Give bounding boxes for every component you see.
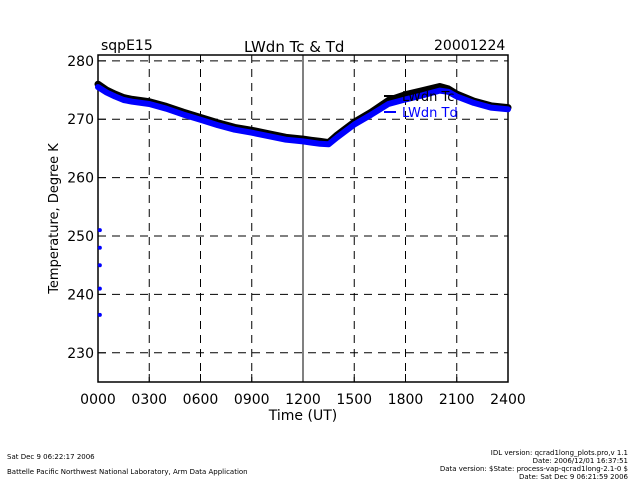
outlier-point — [97, 245, 102, 250]
y-tick-label: 280 — [67, 54, 94, 70]
x-tick-label: 1200 — [285, 392, 321, 408]
x-axis-title: Time (UT) — [268, 408, 337, 424]
outlier-point — [97, 312, 102, 317]
y-tick-label: 230 — [67, 346, 94, 362]
footer-data-date: Date: Sat Dec 9 06:21:59 2006 — [519, 473, 628, 481]
legend-label-td: LWdn Td — [402, 106, 458, 121]
y-tick-label: 270 — [67, 112, 94, 128]
outlier-point — [97, 263, 102, 268]
date-label: 20001224 — [434, 38, 506, 54]
footer-timestamp: Sat Dec 9 06:22:17 2006 — [7, 453, 95, 461]
site-label: sqpE15 — [101, 38, 153, 54]
series-line-td — [95, 84, 511, 148]
footer-idl-version: IDL version: qcrad1long_plots.pro,v 1.1 — [490, 449, 628, 457]
x-tick-label: 0000 — [80, 392, 116, 408]
x-tick-label: 0900 — [234, 392, 270, 408]
y-axis-title: Temperature, Degree K — [47, 143, 62, 295]
footer-data-version: Data version: $State: process-vap-qcrad1… — [439, 465, 628, 473]
x-tick-label: 2400 — [490, 392, 526, 408]
x-tick-label: 1500 — [336, 392, 372, 408]
outlier-point — [97, 228, 102, 233]
y-tick-label: 250 — [67, 229, 94, 245]
outlier-point — [97, 286, 102, 291]
footer-institution: Battelle Pacific Northwest National Labo… — [7, 468, 248, 476]
x-tick-label: 1800 — [388, 392, 424, 408]
y-tick-label: 240 — [67, 287, 94, 303]
footer-idl-date: Date: 2006/12/01 16:37:51 — [532, 457, 628, 465]
x-tick-label: 0600 — [183, 392, 219, 408]
x-tick-label: 0300 — [131, 392, 167, 408]
y-tick-label: 260 — [67, 171, 94, 187]
legend-label-tc: LWdn Tc — [402, 90, 454, 105]
x-tick-label: 2100 — [439, 392, 475, 408]
chart-title: LWdn Tc & Td — [244, 38, 345, 56]
